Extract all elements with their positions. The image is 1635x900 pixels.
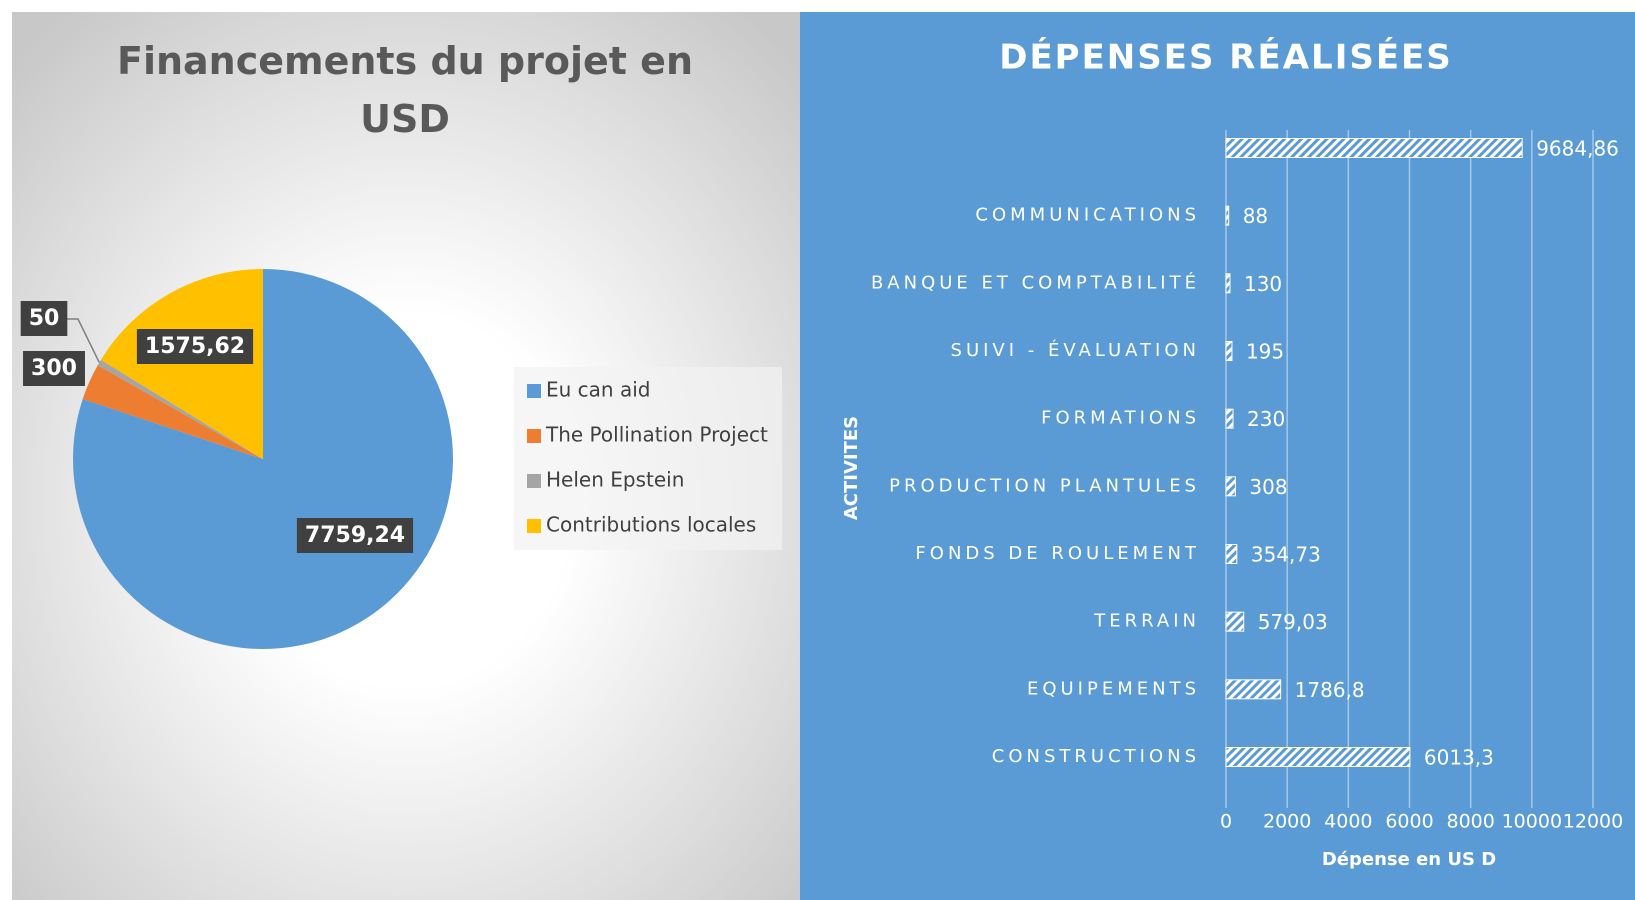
- bar-panel: [800, 12, 1635, 900]
- y-tick-label: FONDS DE ROULEMENT: [915, 543, 1200, 564]
- x-tick-label: 12000: [1563, 811, 1623, 833]
- legend-box: [514, 367, 782, 550]
- bar: [1225, 205, 1230, 226]
- value-label: 230: [1247, 407, 1285, 431]
- legend-label: Contributions locales: [546, 513, 756, 537]
- data-label: 1575,62: [145, 334, 245, 359]
- y-tick-label: PRODUCTION PLANTULES: [889, 475, 1200, 496]
- pie-title: Financements du projet en USD: [116, 39, 693, 141]
- data-label-box: [296, 518, 414, 553]
- legend-label: Eu can aid: [546, 378, 650, 402]
- leader-line: [66, 318, 100, 363]
- value-label: 354,73: [1251, 543, 1321, 567]
- y-tick-label: FORMATIONS: [1041, 408, 1200, 429]
- x-tick-label: 2000: [1263, 811, 1311, 833]
- legend-label: Helen Epstein: [546, 468, 684, 492]
- bar: [1225, 408, 1234, 429]
- value-label: 9684,86: [1536, 137, 1619, 161]
- data-label-box: [136, 329, 254, 364]
- bar: [1225, 679, 1282, 700]
- pie-slice: [82, 365, 263, 459]
- y-tick-label: TERRAIN: [1093, 611, 1200, 632]
- value-label: 130: [1244, 272, 1282, 296]
- data-label-box: [23, 351, 85, 386]
- bar-title: DÉPENSES RÉALISÉES: [999, 37, 1453, 78]
- data-label-box: [20, 301, 68, 336]
- value-label: 579,03: [1258, 610, 1328, 634]
- y-tick-label: EQUIPEMENTS: [1027, 678, 1200, 699]
- value-label: 195: [1246, 340, 1284, 364]
- legend-swatch: [527, 384, 541, 398]
- pie-slice: [97, 359, 263, 459]
- pie-slice: [73, 269, 454, 650]
- y-tick-label: COMMUNICATIONS: [975, 205, 1200, 226]
- legend-label: The Pollination Project: [545, 423, 768, 447]
- legend-swatch: [527, 519, 541, 533]
- bar: [1225, 611, 1245, 632]
- bar: [1225, 476, 1236, 497]
- y-tick-label: SUIVI - ÉVALUATION: [951, 339, 1200, 361]
- value-label: 6013,3: [1424, 746, 1494, 770]
- x-tick-label: 8000: [1446, 811, 1494, 833]
- bar: [1225, 747, 1411, 767]
- x-tick-label: 4000: [1324, 811, 1372, 833]
- y-axis-title: ACTIVITES: [841, 416, 862, 520]
- data-label: 50: [29, 306, 60, 331]
- data-label: 7759,24: [305, 523, 405, 548]
- x-tick-label: 0: [1220, 811, 1232, 833]
- value-label: 1786,8: [1295, 678, 1365, 702]
- y-tick-label: BANQUE ET COMPTABILITÉ: [871, 271, 1200, 293]
- x-tick-label: 6000: [1385, 811, 1433, 833]
- legend-swatch: [527, 429, 541, 443]
- bar: [1225, 341, 1233, 361]
- bar: [1225, 138, 1523, 158]
- value-label: 308: [1249, 475, 1287, 499]
- legend-swatch: [527, 474, 541, 488]
- bar: [1225, 544, 1238, 564]
- data-label: 300: [31, 356, 77, 381]
- x-tick-label: 10000: [1502, 811, 1562, 833]
- y-tick-label: CONSTRUCTIONS: [992, 746, 1200, 767]
- x-axis-title: Dépense en US D: [1322, 849, 1496, 870]
- bar: [1225, 273, 1231, 294]
- value-label: 88: [1243, 204, 1268, 228]
